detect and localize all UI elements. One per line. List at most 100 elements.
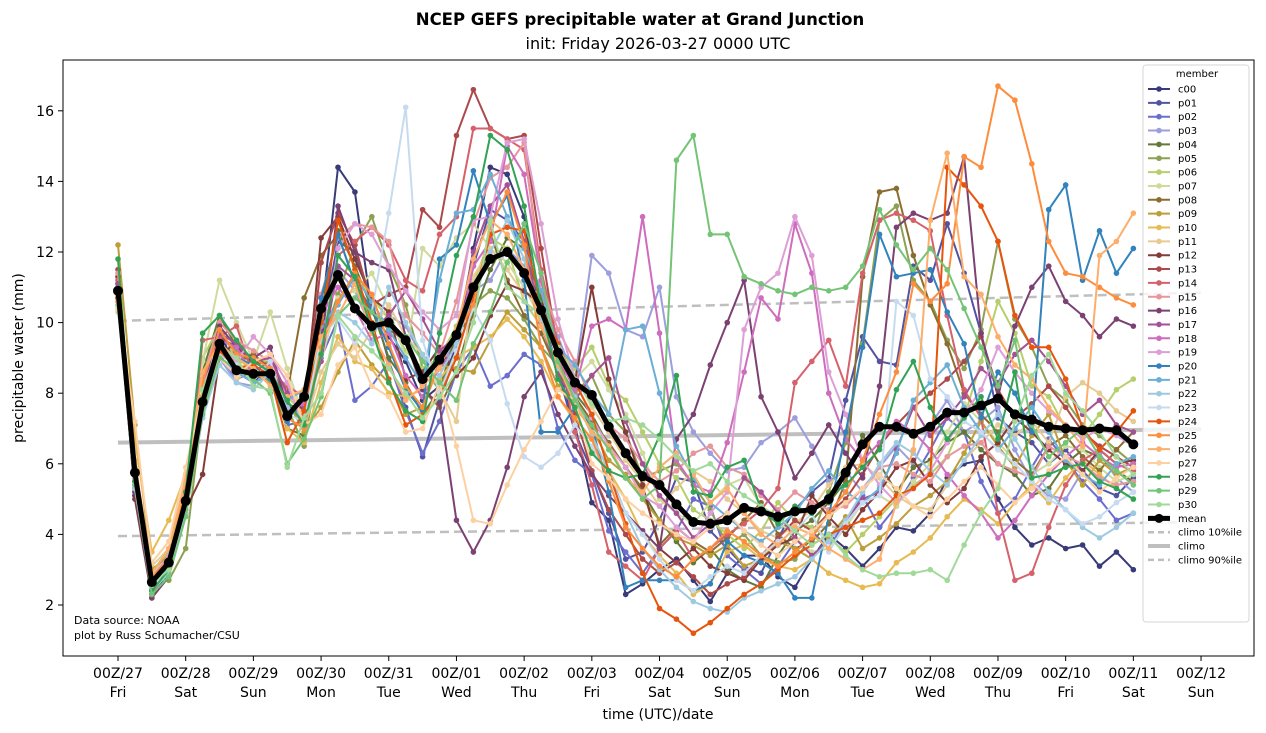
data-point-p19 xyxy=(538,220,544,227)
data-point-p16 xyxy=(1012,323,1018,329)
data-point-p11 xyxy=(1079,379,1086,386)
data-point-p18 xyxy=(605,316,612,322)
data-point-p25 xyxy=(961,153,967,160)
data-point-p21 xyxy=(572,362,578,368)
data-point-p30 xyxy=(859,566,866,573)
legend-label: p14 xyxy=(1178,278,1197,289)
mean-point xyxy=(857,439,868,450)
data-point-p09 xyxy=(961,450,967,457)
data-point-p16 xyxy=(369,259,375,266)
data-point-p20 xyxy=(318,295,324,301)
legend-label: climo 90%ile xyxy=(1178,555,1242,566)
credit-note: plot by Russ Schumacher/CSU xyxy=(74,629,240,642)
data-point-p18 xyxy=(1012,517,1018,524)
data-point-p22 xyxy=(893,439,900,446)
data-point-p22 xyxy=(352,319,358,326)
data-point-p18 xyxy=(758,295,764,301)
data-point-p19 xyxy=(335,245,341,252)
data-point-p23 xyxy=(707,573,714,580)
data-point-p11 xyxy=(385,302,392,308)
data-point-p12 xyxy=(352,256,358,262)
data-point-p05 xyxy=(182,545,189,552)
legend-marker xyxy=(1156,224,1162,231)
legend-item-p06: p06 xyxy=(1148,168,1197,179)
data-point-p27 xyxy=(961,478,967,485)
data-point-p20 xyxy=(622,584,629,591)
data-point-p28 xyxy=(927,404,934,411)
data-point-p28 xyxy=(876,446,883,453)
data-point-p30 xyxy=(284,464,291,471)
data-point-p22 xyxy=(809,556,815,562)
data-point-p11 xyxy=(995,422,1001,428)
data-point-p27 xyxy=(419,425,426,432)
data-point-p03 xyxy=(792,415,798,421)
data-point-p09 xyxy=(1079,482,1086,488)
x-axis-label: time (UTC)/date xyxy=(602,707,713,723)
legend-item-p12: p12 xyxy=(1148,251,1197,262)
data-point-p29 xyxy=(622,475,629,481)
data-point-p16 xyxy=(825,422,832,428)
data-point-p07 xyxy=(284,365,291,372)
data-point-p20 xyxy=(707,581,714,587)
legend-label: p12 xyxy=(1178,251,1197,262)
data-point-p29 xyxy=(639,496,646,502)
data-point-p16 xyxy=(521,393,527,400)
data-point-c00 xyxy=(1062,545,1069,552)
data-point-p16 xyxy=(978,330,984,336)
data-point-p21 xyxy=(825,468,832,474)
data-point-p30 xyxy=(504,284,511,291)
data-point-p18 xyxy=(944,471,951,478)
data-point-p16 xyxy=(792,475,798,481)
data-point-p10 xyxy=(927,535,934,541)
x-tick-label-time: 00Z/12 xyxy=(1176,666,1226,682)
data-point-p30 xyxy=(825,531,832,538)
data-point-p24 xyxy=(656,605,663,612)
data-point-p15 xyxy=(961,443,967,449)
legend-item-p17: p17 xyxy=(1148,320,1197,331)
data-point-p16 xyxy=(1113,316,1120,322)
mean-point xyxy=(891,421,902,432)
data-point-p05 xyxy=(487,288,494,294)
data-point-p18 xyxy=(775,316,781,322)
data-point-p29 xyxy=(724,231,731,238)
x-tick-label-time: 00Z/29 xyxy=(228,666,278,682)
y-tick-label: 4 xyxy=(45,527,54,543)
data-point-p25 xyxy=(504,189,511,195)
data-point-c00 xyxy=(504,171,511,178)
legend-item-p11: p11 xyxy=(1148,237,1197,248)
legend-marker xyxy=(1154,513,1164,523)
data-point-p20 xyxy=(538,429,544,435)
data-point-p16 xyxy=(538,369,544,375)
data-point-p19 xyxy=(673,524,680,531)
data-point-p07 xyxy=(216,277,223,284)
data-point-p26 xyxy=(876,556,883,562)
data-point-p29 xyxy=(809,284,815,291)
data-point-p14 xyxy=(809,358,815,365)
data-point-p19 xyxy=(842,411,849,418)
data-point-p20 xyxy=(809,595,815,601)
data-point-p08 xyxy=(944,340,951,347)
data-point-p12 xyxy=(961,485,967,492)
mean-point xyxy=(756,506,767,517)
data-point-p01 xyxy=(1029,439,1035,446)
data-point-c00 xyxy=(1029,542,1035,548)
mean-point xyxy=(552,347,563,358)
data-point-p29 xyxy=(453,397,460,404)
mean-point xyxy=(722,515,733,526)
data-point-p24 xyxy=(842,524,849,531)
data-point-p15 xyxy=(1012,468,1018,474)
data-point-c00 xyxy=(707,598,714,605)
data-point-p23 xyxy=(504,400,511,407)
data-point-p24 xyxy=(978,203,984,209)
mean-point xyxy=(519,268,530,279)
data-point-p27 xyxy=(318,411,324,418)
data-point-p07 xyxy=(639,450,646,457)
data-point-p28 xyxy=(842,482,849,488)
data-point-p23 xyxy=(690,588,697,594)
data-point-p23 xyxy=(995,446,1001,453)
x-tick-label-day: Sat xyxy=(1122,685,1145,701)
data-point-p17 xyxy=(1029,337,1035,344)
data-point-p17 xyxy=(470,249,477,255)
data-point-p11 xyxy=(1113,408,1120,414)
data-point-p22 xyxy=(1096,535,1103,541)
